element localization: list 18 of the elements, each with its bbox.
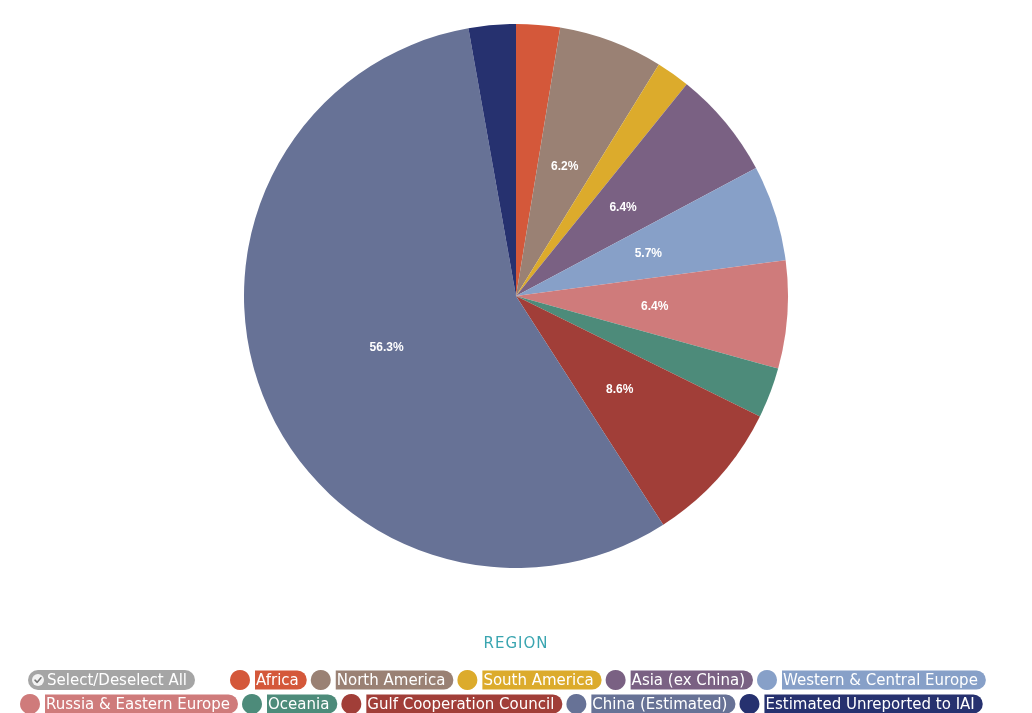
legend-label: Western & Central Europe <box>782 671 978 689</box>
data-label: 6.4% <box>640 298 669 313</box>
text: Select/Deselect All <box>28 670 196 690</box>
data-label: 6.4% <box>609 200 638 215</box>
data-label: 56.3% <box>369 339 404 354</box>
legend-title: REGION <box>482 634 550 652</box>
legend-label: North America <box>336 671 446 689</box>
data-label: 8.6% <box>606 381 634 396</box>
legend-label: Africa <box>256 671 299 689</box>
legend-label: Estimated Unreported to IAI <box>765 695 975 713</box>
data-label: 5.7% <box>634 246 663 261</box>
data-label: 6.2% <box>551 158 579 173</box>
legend-label: China (Estimated) <box>592 695 728 713</box>
legend-label: Russia & Eastern Europe <box>46 695 230 713</box>
legend-label: Gulf Cooperation Council <box>367 695 555 713</box>
legend-label: Asia (ex China) <box>631 671 745 689</box>
legend-label: Oceania <box>268 695 330 713</box>
legend-label: South America <box>483 671 594 689</box>
